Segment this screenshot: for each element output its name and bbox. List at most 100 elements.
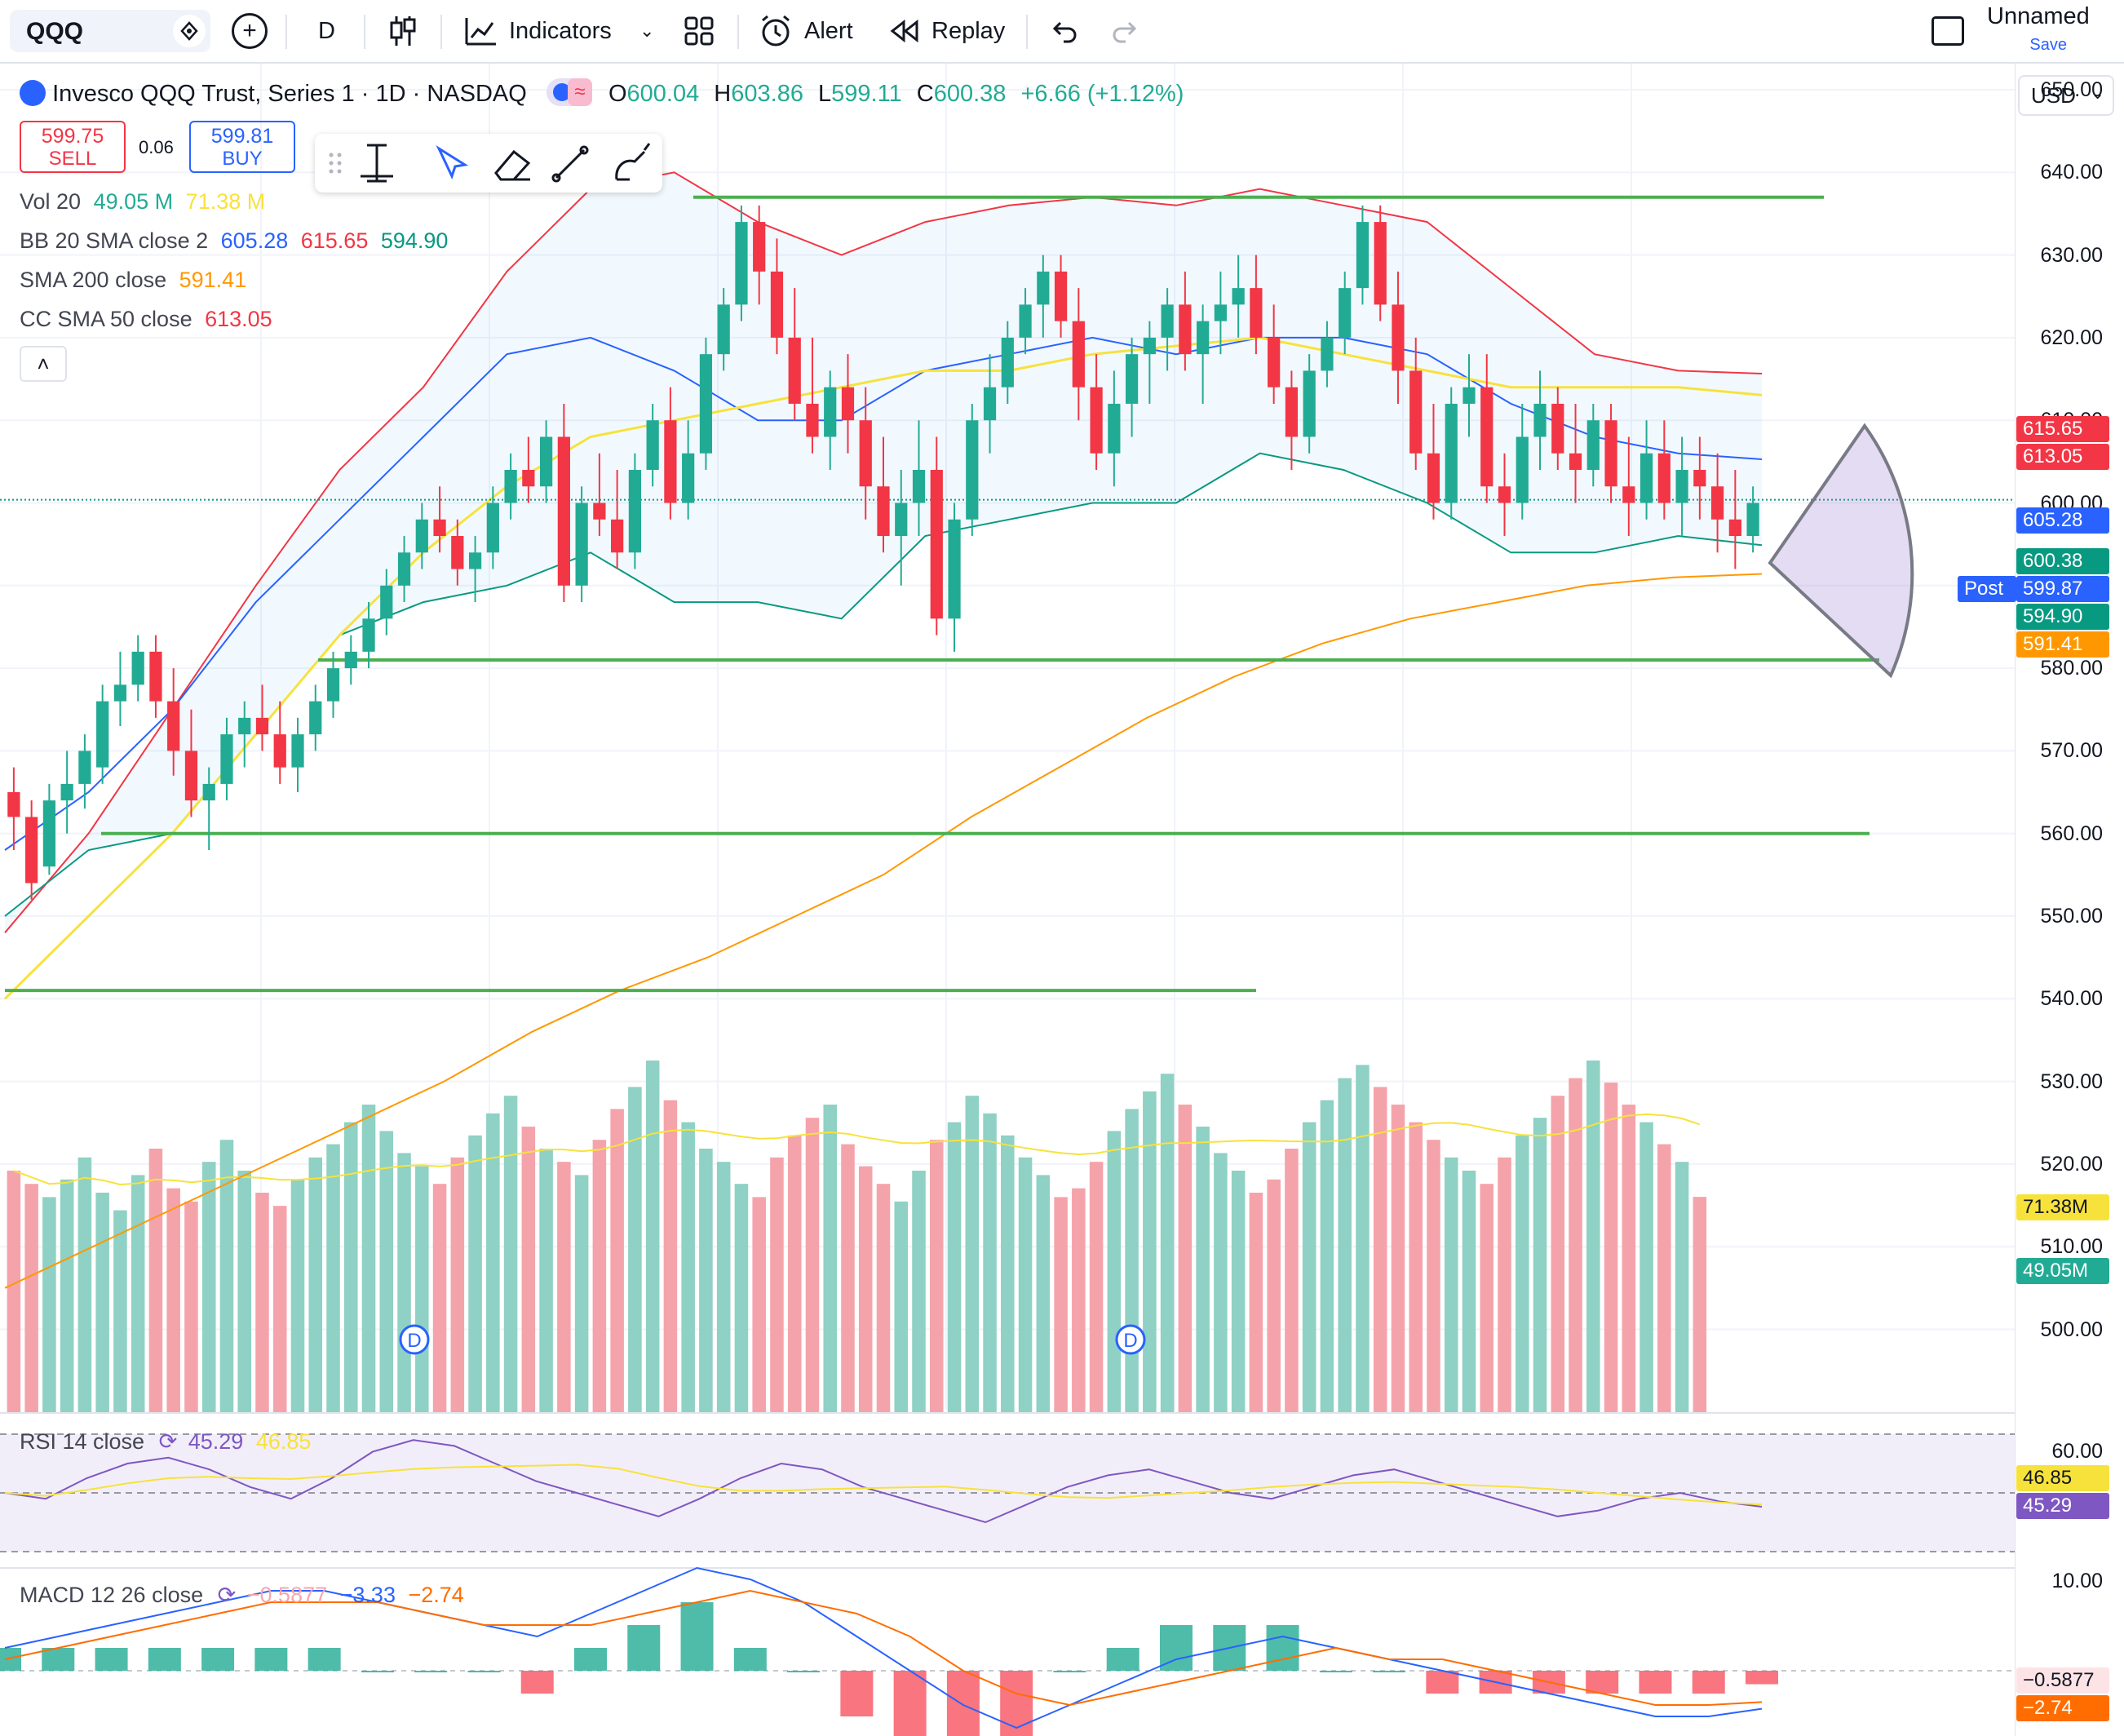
candle-body	[1125, 354, 1139, 404]
price-axis-label: 540.00	[2040, 987, 2103, 1011]
price-axis-label: 530.00	[2040, 1070, 2103, 1093]
undo-button[interactable]	[1051, 0, 1078, 62]
candle-body	[753, 222, 766, 272]
price-axis-label: 580.00	[2040, 657, 2103, 680]
eraser-icon[interactable]	[494, 149, 531, 181]
flask-icon[interactable]	[173, 15, 206, 47]
bb-legend: BB 20 SMA close 2 605.28 615.65 594.90	[20, 228, 448, 254]
pointer-arrow-icon[interactable]	[436, 145, 469, 180]
candle-body	[1657, 453, 1670, 503]
candle-body	[468, 552, 482, 569]
vol-legend: Vol 20 49.05 M 71.38 M	[20, 189, 265, 215]
brush-icon[interactable]	[615, 143, 651, 181]
candle-body	[1356, 222, 1370, 289]
interval-button[interactable]: D	[318, 17, 335, 44]
candle-body	[717, 304, 730, 355]
price-axis[interactable]	[2015, 64, 2124, 1736]
volume-bar	[1089, 1162, 1104, 1413]
volume-bar	[1338, 1078, 1352, 1413]
add-symbol-button[interactable]: +	[232, 0, 268, 62]
candle-body	[238, 717, 251, 735]
volume-bar	[1391, 1105, 1405, 1413]
rsi-sma-tag: 46.85	[2016, 1465, 2109, 1491]
candle-body	[1321, 337, 1334, 371]
volume-bar	[752, 1197, 766, 1413]
candle-body	[1232, 288, 1245, 305]
symbol-search[interactable]: QQQ	[10, 10, 210, 52]
moon-icon[interactable]: ≈	[546, 78, 592, 106]
redo-button[interactable]	[1111, 0, 1139, 62]
candle-body	[1072, 321, 1085, 388]
candle-body	[60, 783, 73, 801]
sell-button[interactable]: 599.75 SELL	[20, 121, 126, 173]
macd-histogram-bar	[414, 1671, 448, 1672]
chart-type-button[interactable]	[387, 0, 419, 62]
volume-bar	[290, 1179, 305, 1413]
layout-name[interactable]: Unnamed	[1987, 2, 2090, 29]
indicators-dropdown[interactable]: ⌄	[639, 0, 654, 62]
candle-body	[1143, 337, 1156, 355]
volume-bar	[770, 1157, 784, 1413]
plus-icon: +	[232, 13, 268, 49]
candle-body	[96, 701, 109, 768]
volume-bar	[930, 1140, 944, 1413]
toolbar-divider	[364, 15, 365, 49]
vol-tag: 49.05M	[2016, 1258, 2109, 1284]
buy-button[interactable]: 599.81 BUY	[189, 121, 295, 173]
alert-button[interactable]: Alert	[759, 0, 853, 62]
redo-icon	[1113, 21, 1137, 43]
volume-bar	[716, 1162, 731, 1413]
text-cursor-icon[interactable]	[361, 144, 393, 183]
templates-button[interactable]	[684, 0, 715, 62]
sma200-name: SMA 200 close	[20, 268, 167, 292]
price-axis-label: 630.00	[2040, 243, 2103, 267]
volume-bar	[628, 1087, 642, 1413]
sell-label: SELL	[48, 148, 97, 170]
candle-body	[326, 668, 340, 702]
volume-bar	[450, 1157, 465, 1413]
refresh-icon[interactable]: ⟳	[158, 1429, 178, 1454]
macd-hist-tag: −0.5877	[2016, 1667, 2109, 1694]
volume-bar	[1214, 1153, 1228, 1413]
save-link[interactable]: Save	[2029, 36, 2067, 54]
chevron-up-icon: ˄	[37, 352, 50, 376]
candle-body	[664, 420, 677, 503]
volume-bar	[361, 1105, 376, 1413]
refresh-icon[interactable]: ⟳	[217, 1583, 237, 1607]
candle-body	[255, 717, 269, 735]
candle-body	[1339, 288, 1352, 338]
currency-select[interactable]: USD ⌄	[2018, 75, 2114, 116]
volume-bar	[1693, 1197, 1707, 1413]
price-axis-label: 510.00	[2040, 1235, 2103, 1259]
price-axis-label: 640.00	[2040, 161, 2103, 184]
collapse-legend-button[interactable]: ˄	[20, 346, 67, 382]
indicators-button[interactable]: Indicators	[463, 0, 612, 62]
macd-histogram-bar	[1106, 1648, 1139, 1671]
bb-band-fill	[5, 172, 1762, 933]
replay-button[interactable]: Replay	[889, 0, 1005, 62]
macd-histogram-bar	[0, 1648, 21, 1671]
symbol-text: QQQ	[26, 18, 84, 45]
candle-body	[557, 436, 570, 586]
candle-body	[1586, 420, 1600, 470]
fullscreen-checkbox[interactable]	[1932, 0, 1964, 62]
volume-bar	[1480, 1184, 1494, 1413]
bb-lower-value: 594.90	[380, 228, 449, 253]
candle-body	[859, 420, 872, 487]
macd-histogram-bar	[1266, 1625, 1299, 1671]
price-axis-label: 520.00	[2040, 1152, 2103, 1176]
trend-line-icon[interactable]	[551, 145, 589, 183]
ccsma-name: CC SMA 50 close	[20, 307, 192, 331]
volume-bar	[308, 1157, 323, 1413]
sma200-line	[4, 573, 1763, 1289]
macd-histogram-bar	[1000, 1671, 1033, 1736]
volume-bar	[1356, 1065, 1370, 1413]
drag-handle-icon[interactable]	[329, 153, 342, 174]
bb-upper-value: 615.65	[300, 228, 369, 253]
macd-value: −3.33	[339, 1583, 396, 1607]
spread-value: 0.06	[139, 137, 174, 157]
price-axis-label: 650.00	[2040, 78, 2103, 101]
candle-body	[1639, 453, 1653, 503]
alarm-clock-icon	[762, 15, 790, 46]
